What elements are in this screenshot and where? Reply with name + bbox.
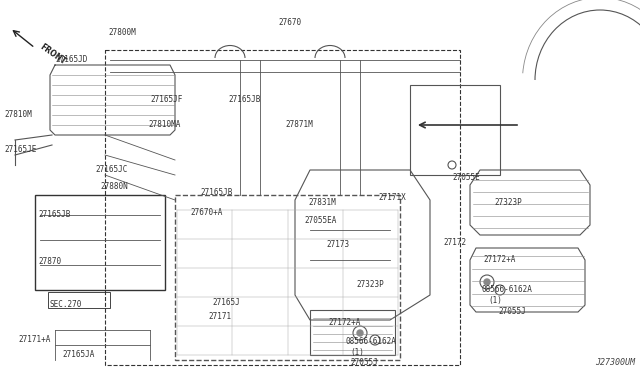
Text: J27300UM: J27300UM	[595, 358, 635, 367]
Text: 27670+A: 27670+A	[190, 208, 222, 217]
Text: 27171X: 27171X	[378, 193, 406, 202]
Text: 27055J: 27055J	[498, 307, 525, 316]
Text: 27165JE: 27165JE	[4, 145, 36, 154]
Text: (1): (1)	[350, 348, 364, 357]
Text: 27800M: 27800M	[108, 28, 136, 37]
Text: 08566-6162A: 08566-6162A	[345, 337, 396, 346]
Text: 27172+A: 27172+A	[483, 255, 515, 264]
Text: 27165JB: 27165JB	[200, 188, 232, 197]
Circle shape	[357, 330, 363, 336]
Text: 27323P: 27323P	[494, 198, 522, 207]
Text: 27171: 27171	[208, 312, 231, 321]
Text: 27171+A: 27171+A	[18, 335, 51, 344]
Text: 27880N: 27880N	[100, 182, 128, 191]
Text: 27172+A: 27172+A	[328, 318, 360, 327]
Text: FRONT: FRONT	[38, 42, 67, 66]
Text: (1): (1)	[488, 296, 502, 305]
Text: 27165JC: 27165JC	[95, 165, 127, 174]
Text: SEC.270: SEC.270	[50, 300, 83, 309]
Text: 27173: 27173	[326, 240, 349, 249]
Text: 27810M: 27810M	[4, 110, 32, 119]
Text: 27165JB: 27165JB	[228, 95, 260, 104]
Circle shape	[484, 279, 490, 285]
Text: 27165JB: 27165JB	[38, 210, 70, 219]
Text: 27172: 27172	[443, 238, 466, 247]
Text: 27871M: 27871M	[285, 120, 313, 129]
Text: 27831M: 27831M	[308, 198, 336, 207]
Text: 27165JD: 27165JD	[55, 55, 88, 64]
Text: 27670: 27670	[278, 18, 301, 27]
Text: 27165JF: 27165JF	[150, 95, 182, 104]
Text: 27870: 27870	[38, 257, 61, 266]
Text: 27323P: 27323P	[356, 280, 384, 289]
Text: 27055J: 27055J	[350, 358, 378, 367]
Text: 27165JA: 27165JA	[62, 350, 94, 359]
Text: 27055E: 27055E	[452, 173, 480, 182]
Text: 27055EA: 27055EA	[304, 216, 337, 225]
Text: 27165J: 27165J	[212, 298, 240, 307]
Text: 27810MA: 27810MA	[148, 120, 180, 129]
Text: 08566-6162A: 08566-6162A	[482, 285, 533, 294]
